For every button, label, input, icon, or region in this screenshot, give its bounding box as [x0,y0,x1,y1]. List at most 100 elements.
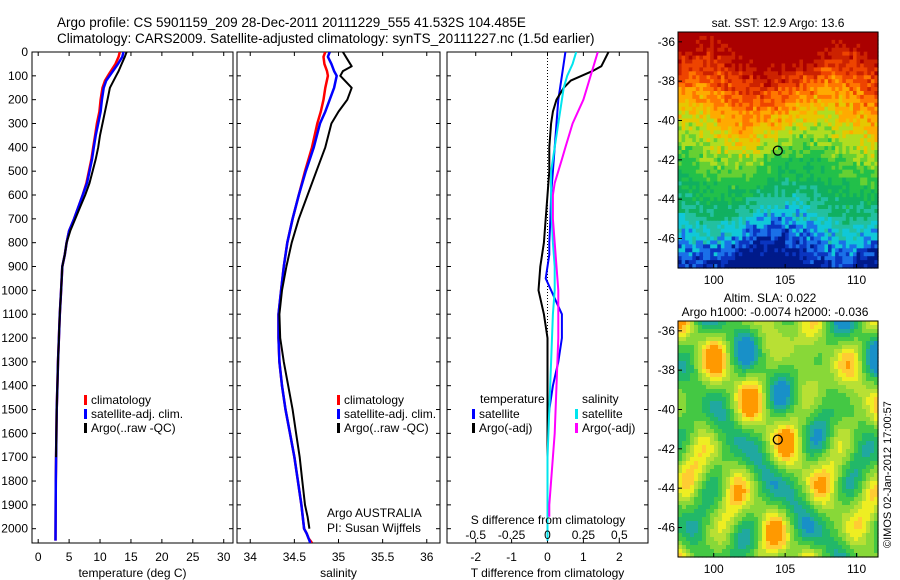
map-cell [770,357,775,362]
map-cell [734,385,739,390]
map-cell [856,87,861,92]
map-cell [774,341,779,346]
map-cell [806,189,811,194]
map-cell [824,91,829,96]
map-cell [831,201,836,206]
map-cell [746,417,751,422]
map-cell [867,75,872,80]
map-cell [795,138,801,143]
map-cell [870,169,876,175]
map-cell [860,205,865,210]
map-cell [692,39,697,45]
map-cell [803,39,808,45]
map-cell [799,118,804,124]
map-cell [681,47,686,53]
s-diff-tick-label: 0.25 [572,528,596,542]
map-cell [731,264,736,269]
map-cell [813,153,818,159]
map-cell [810,181,815,186]
map-cell [860,47,865,53]
map-cell [720,209,726,214]
map-cell [713,216,718,222]
map-cell [692,43,697,49]
map-cell [703,59,708,65]
map-cell [738,126,743,131]
map-cell [870,87,876,92]
map-cell [702,353,707,358]
map-cell [692,185,697,190]
map-cell [831,150,836,155]
map-cell [730,365,735,370]
map-cell [781,185,786,190]
map-cell [799,138,804,143]
map-cell [756,193,761,198]
legend-label: satellite [582,407,623,421]
map-cell [718,349,723,354]
map-cell [856,114,861,120]
map-cell [860,59,865,65]
map-cell [767,193,772,198]
map-cell [690,417,695,422]
map-cell [742,63,747,68]
map-cell [753,63,758,68]
map-cell [770,130,776,135]
map-cell [838,47,843,53]
map-cell [795,79,801,84]
map-cell [781,106,786,112]
map-cell [710,189,715,194]
map-cell [874,252,879,257]
map-cell [706,333,711,338]
map-cell [822,389,827,394]
map-cell [720,153,726,159]
map-cell [817,165,822,171]
map-cell [713,240,718,245]
map-cell [742,98,747,104]
map-cell [874,232,879,238]
map-cell [738,43,743,49]
map-cell [760,59,765,65]
map-cell [810,385,815,390]
map-cell [830,365,835,370]
map-cell [806,153,811,159]
map-cell [845,118,851,124]
map-cell [724,146,729,151]
map-cell [828,87,833,92]
map-cell [713,228,718,234]
map-cell [710,71,715,76]
map-cell [756,256,761,261]
map-cell [792,244,797,249]
map-cell [792,232,797,238]
map-cell [853,67,858,72]
map-cell [795,55,801,61]
map-cell [678,94,683,100]
map-cell [766,349,771,354]
map-cell [728,185,733,190]
map-cell [758,401,763,406]
map-cell [838,333,843,338]
map-cell [734,377,739,382]
map-cell [824,110,829,116]
map-cell [828,91,833,96]
map-cell [820,220,826,226]
map-cell [702,409,707,414]
map-cell [722,393,727,398]
map-cell [860,260,865,265]
map-cell [766,421,771,426]
map-cell [824,181,829,186]
map-cell [728,260,733,265]
map-cell [722,405,727,410]
map-cell [867,153,872,159]
map-cell [863,252,868,257]
legend-label: Argo(..raw -QC) [344,421,429,435]
map-cell [745,75,751,80]
map-cell [862,337,867,342]
map-cell [794,357,799,362]
map-cell [717,130,722,135]
map-cell [854,361,859,366]
map-cell [849,47,854,53]
map-cell [831,47,836,53]
map-cell [874,377,879,382]
map-cell [710,197,715,202]
map-cell [845,32,851,37]
x-tick-label: 1 [580,550,587,564]
